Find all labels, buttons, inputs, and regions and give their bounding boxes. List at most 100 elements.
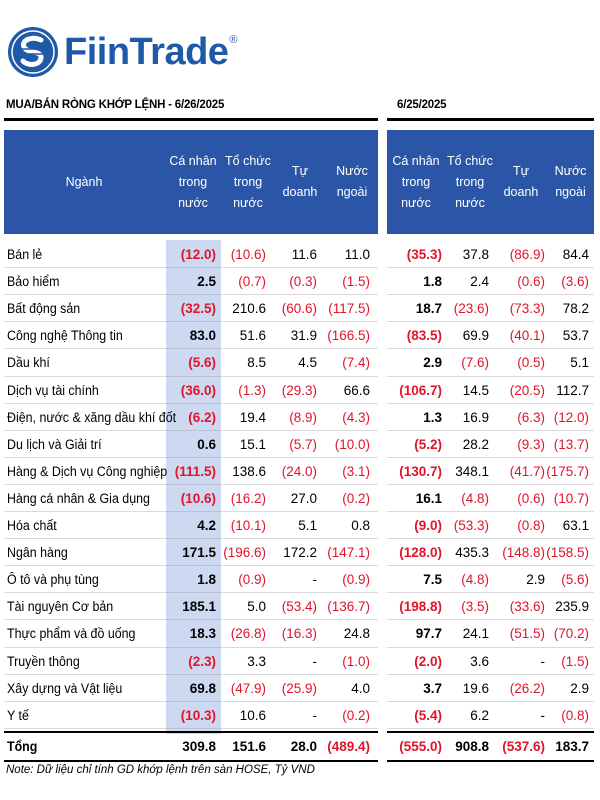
foreign-value-prev: (13.7): [553, 436, 589, 452]
row-divider: [4, 321, 378, 323]
individual-value-prev: 1.8: [423, 274, 442, 290]
individual-value: (6.2): [188, 409, 216, 425]
individual-value-prev: 2.9: [423, 355, 442, 371]
foreign-value: 66.6: [343, 382, 370, 398]
header-proprietary: Tự doanh: [282, 164, 318, 199]
proprietary-value: 172.2: [283, 545, 317, 561]
proprietary-value-prev: (33.6): [509, 599, 545, 615]
institution-value-prev: 37.8: [462, 247, 489, 262]
sector-name: Bán lẻ: [7, 247, 43, 262]
foreign-value: (117.5): [328, 301, 370, 317]
foreign-value: (136.7): [327, 599, 370, 615]
institution-value-prev: (3.5): [461, 599, 489, 615]
proprietary-value: (8.9): [289, 409, 317, 425]
header-institution-prev: Tổ chức trong nước: [445, 130, 495, 234]
foreign-value-prev: (12.0): [553, 409, 589, 425]
sector-name: Ngân hàng: [7, 545, 68, 561]
proprietary-value-prev: (73.3): [509, 301, 545, 317]
institution-value: 19.4: [239, 409, 266, 425]
total-divider: [4, 730, 378, 733]
foreign-value: 0.8: [351, 518, 370, 533]
proprietary-value-prev: (0.5): [517, 355, 545, 371]
left-section-title: MUA/BÁN RÒNG KHỚP LỆNH - 6/26/2025: [6, 99, 225, 111]
header-individual-prev-line2: trong nước: [401, 174, 431, 210]
individual-value: 18.3: [189, 626, 216, 642]
institution-value: 5.0: [247, 599, 266, 615]
table-row: Công nghệ Thông tin 83.0 51.6 31.9 (166.5) (8…: [0, 322, 600, 349]
individual-value-prev: (83.5): [406, 328, 442, 344]
proprietary-value: (5.7): [289, 436, 317, 452]
table-row: Tài nguyên Cơ bản 185.1 5.0 (53.4) (136.7) (1…: [0, 593, 600, 620]
individual-value: 0.6: [197, 436, 216, 452]
header-foreign-prev-line2: ngoài: [555, 185, 586, 199]
header-institution-line2: trong: [233, 174, 263, 189]
table-row: Bán lẻ (12.0) (10.6) 11.6 11.0 (35.3) 37.8 (86.…: [0, 241, 600, 268]
individual-value: 2.5: [197, 274, 216, 290]
proprietary-value: 28.0: [290, 738, 317, 754]
table-bottom-rule: [387, 759, 594, 762]
sector-name: Công nghệ Thông tin: [7, 328, 123, 344]
foreign-value-prev: (175.7): [546, 463, 589, 479]
right-section-title: 6/25/2025: [397, 99, 447, 111]
individual-value: (2.3): [188, 653, 216, 669]
row-divider: [387, 511, 594, 512]
proprietary-value-prev: (0.8): [517, 518, 545, 533]
institution-value: 3.3: [247, 653, 266, 669]
table-row: Ngân hàng 171.5 (196.6) 172.2 (147.1) (128.0)…: [0, 539, 600, 566]
header-individual-prev-line1: Cá nhân: [392, 153, 440, 168]
proprietary-value: 27.0: [290, 490, 317, 506]
institution-value: (1.3): [238, 382, 266, 398]
foreign-value: (10.0): [334, 436, 370, 452]
individual-value-prev: (2.0): [414, 653, 442, 669]
proprietary-value: (29.3): [281, 382, 317, 398]
individual-value: 309.8: [182, 738, 216, 754]
row-divider: [4, 483, 378, 485]
proprietary-value: (0.3): [289, 274, 317, 290]
institution-value-prev: 69.9: [462, 328, 489, 344]
foreign-value-prev: (70.2): [553, 626, 589, 642]
foreign-value: (0.2): [342, 707, 370, 723]
table-row: Hóa chất 4.2 (10.1) 5.1 0.8 (9.0) (53.3) (0.8) 6…: [0, 512, 600, 539]
proprietary-value-prev: (51.5): [509, 626, 545, 642]
individual-value-prev: (555.0): [399, 738, 442, 754]
row-divider: [4, 456, 378, 458]
institution-value-prev: (53.3): [453, 518, 489, 533]
header-institution-line1: Tổ chức: [225, 153, 271, 168]
header-foreign: Nước ngoài: [326, 130, 378, 234]
institution-value-prev: (7.6): [461, 355, 489, 371]
institution-value-prev: (4.8): [461, 572, 489, 588]
foreign-value-prev: (3.6): [561, 274, 589, 290]
header-proprietary-prev: Tự doanh: [503, 164, 539, 199]
institution-value: 15.1: [239, 436, 266, 452]
row-divider: [387, 348, 594, 350]
proprietary-value-prev: (26.2): [509, 680, 545, 696]
individual-value: (36.0): [180, 382, 216, 398]
institution-value: (26.8): [230, 626, 266, 642]
row-divider: [4, 538, 378, 540]
individual-value-prev: 97.7: [415, 626, 442, 642]
row-divider: [387, 429, 594, 431]
foreign-value: (4.3): [342, 409, 370, 425]
proprietary-value-prev: (20.5): [509, 382, 545, 398]
foreign-value: (489.4): [327, 738, 370, 754]
foreign-value-prev: 53.7: [562, 328, 589, 344]
proprietary-value-prev: (40.1): [509, 328, 545, 344]
header-institution-prev-line3: nước: [455, 195, 485, 210]
institution-value: 138.6: [232, 463, 266, 479]
foreign-value-prev: 84.4: [562, 247, 589, 262]
proprietary-value-prev: (6.3): [517, 409, 545, 425]
fiintrade-logo: FiinTrade ®: [6, 22, 238, 82]
institution-value-prev: (23.6): [453, 301, 489, 317]
individual-value: 4.2: [197, 518, 216, 533]
row-divider: [4, 511, 378, 512]
row-divider: [4, 375, 378, 377]
proprietary-value: (60.6): [281, 301, 317, 317]
header-individual-prev: Cá nhân trong nước: [387, 130, 445, 234]
sector-name: Hàng cá nhân & Gia dụng: [7, 490, 150, 506]
table-row: Thực phẩm và đồ uống 18.3 (26.8) (16.3) 24.8…: [0, 620, 600, 647]
foreign-value-prev: 78.2: [562, 301, 589, 317]
table-row: Ô tô và phụ tùng 1.8 (0.9) - (0.9) 7.5 (4.8) 2.…: [0, 566, 600, 593]
proprietary-value: (24.0): [281, 463, 317, 479]
institution-value-prev: 348.1: [455, 463, 489, 479]
institution-value: (47.9): [230, 680, 266, 696]
